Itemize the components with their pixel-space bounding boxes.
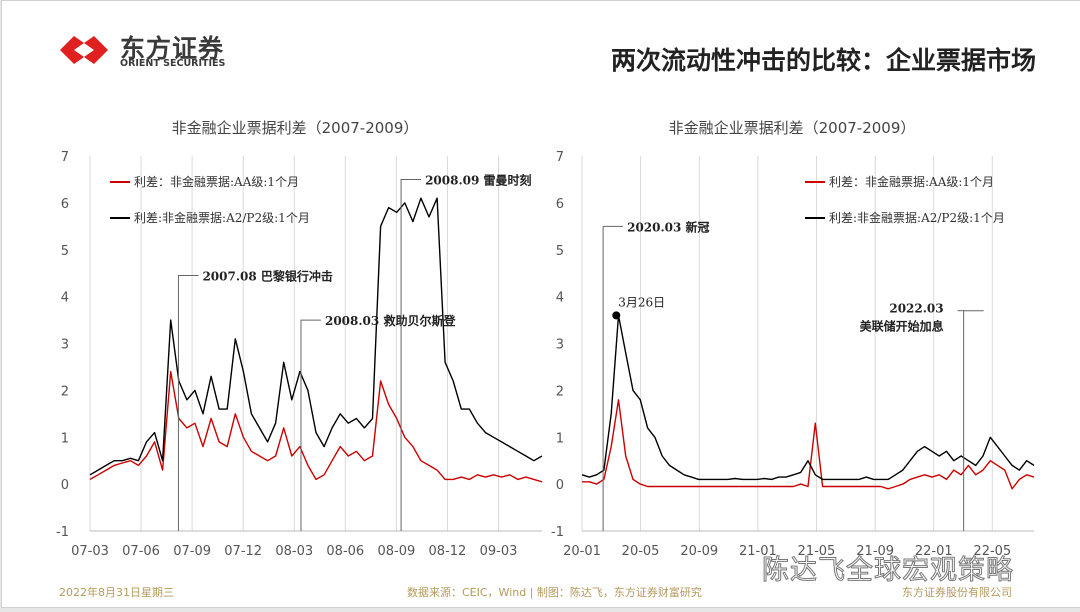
peak-marker-label: 3月26日 bbox=[618, 295, 665, 309]
footer-company: 东方证券股份有限公司 bbox=[902, 586, 1012, 599]
x-tick-label: 21-05 bbox=[798, 544, 836, 559]
annotation-leader bbox=[602, 225, 624, 531]
x-tick-label: 07-09 bbox=[173, 544, 211, 559]
y-tick-label: 4 bbox=[61, 291, 69, 306]
x-tick-label: 21-01 bbox=[739, 544, 777, 559]
x-tick-label: 20-01 bbox=[563, 544, 601, 559]
peak-marker bbox=[612, 311, 621, 320]
annotation-label: 2007.08 巴黎银行冲击 bbox=[202, 269, 332, 284]
x-tick-label: 20-05 bbox=[622, 544, 660, 559]
annotation-leader bbox=[963, 310, 984, 531]
y-tick-label: 4 bbox=[556, 291, 564, 306]
legend-label: 利差：非金融票据:AA级:1个月 bbox=[134, 174, 299, 189]
y-tick-label: 1 bbox=[61, 431, 69, 446]
x-tick-label: 08-03 bbox=[275, 544, 313, 559]
y-tick-label: 6 bbox=[61, 197, 69, 212]
x-tick-label: 08-06 bbox=[326, 544, 364, 559]
logo-mark-icon bbox=[60, 36, 108, 64]
y-tick-label: 6 bbox=[556, 197, 564, 212]
orient-securities-logo: 东方证券 ORIENT SECURITIES bbox=[54, 29, 254, 71]
annotation-leader bbox=[177, 275, 199, 531]
watermark: 陈达飞全球宏观策略 bbox=[762, 555, 1014, 587]
annotation-leader bbox=[300, 319, 321, 531]
y-tick-label: 2 bbox=[556, 384, 564, 399]
x-tick-label: 08-09 bbox=[377, 544, 415, 559]
y-tick-label: 0 bbox=[556, 478, 564, 493]
y-tick-label: 7 bbox=[61, 150, 69, 165]
x-tick-label: 08-12 bbox=[429, 544, 467, 559]
annotation-label-2: 美联储开始加息 bbox=[860, 319, 944, 334]
x-tick-label: 07-06 bbox=[122, 544, 160, 559]
legend-label: 利差：非金融票据:AA级:1个月 bbox=[829, 174, 994, 189]
x-tick-label: 22-05 bbox=[973, 544, 1011, 559]
page-title: 两次流动性冲击的比较：企业票据市场 bbox=[610, 46, 1036, 75]
legend-label: 利差:非金融票据:A2/P2级:1个月 bbox=[829, 210, 1005, 225]
x-tick-label: 09-03 bbox=[480, 544, 518, 559]
y-tick-label: 5 bbox=[556, 244, 564, 259]
footer-source: 数据来源：CEIC，Wind | 制图：陈达飞，东方证券财富研究 bbox=[407, 586, 702, 599]
annotation-label: 2020.03 新冠 bbox=[627, 219, 709, 234]
y-tick-label: 1 bbox=[556, 431, 564, 446]
legend-label: 利差:非金融票据:A2/P2级:1个月 bbox=[134, 210, 310, 225]
series-line-a2p2 bbox=[581, 314, 1035, 481]
brand-name-cn: 东方证券 bbox=[120, 34, 225, 63]
annotation-label: 2008.09 雷曼时刻 bbox=[425, 172, 531, 187]
x-tick-label: 07-12 bbox=[224, 544, 262, 559]
y-tick-label: 0 bbox=[61, 478, 69, 493]
footer-date: 2022年8月31日星期三 bbox=[59, 586, 174, 599]
series-line-a2p2 bbox=[89, 197, 543, 476]
annotation-leader bbox=[400, 178, 422, 531]
brand-name-en: ORIENT SECURITIES bbox=[120, 58, 226, 69]
x-tick-label: 07-03 bbox=[71, 544, 109, 559]
y-tick-label: 3 bbox=[556, 338, 564, 353]
chart-title: 非金融企业票据利差（2007-2009） bbox=[669, 119, 916, 137]
x-tick-label: 20-09 bbox=[680, 544, 718, 559]
annotation-label: 2022.03 bbox=[889, 302, 943, 316]
chart-title: 非金融企业票据利差（2007-2009） bbox=[172, 119, 419, 137]
y-tick-label: -1 bbox=[551, 525, 564, 540]
y-tick-label: 2 bbox=[61, 384, 69, 399]
series-line-aa bbox=[582, 399, 1035, 490]
x-tick-label: 22-01 bbox=[915, 544, 953, 559]
y-tick-label: 7 bbox=[556, 150, 564, 165]
series-line-aa bbox=[89, 370, 543, 483]
y-tick-label: -1 bbox=[56, 525, 69, 540]
annotation-label: 2008.03 救助贝尔斯登 bbox=[325, 313, 456, 328]
x-tick-label: 21-09 bbox=[856, 544, 894, 559]
y-tick-label: 3 bbox=[61, 338, 69, 353]
y-tick-label: 5 bbox=[61, 244, 69, 259]
